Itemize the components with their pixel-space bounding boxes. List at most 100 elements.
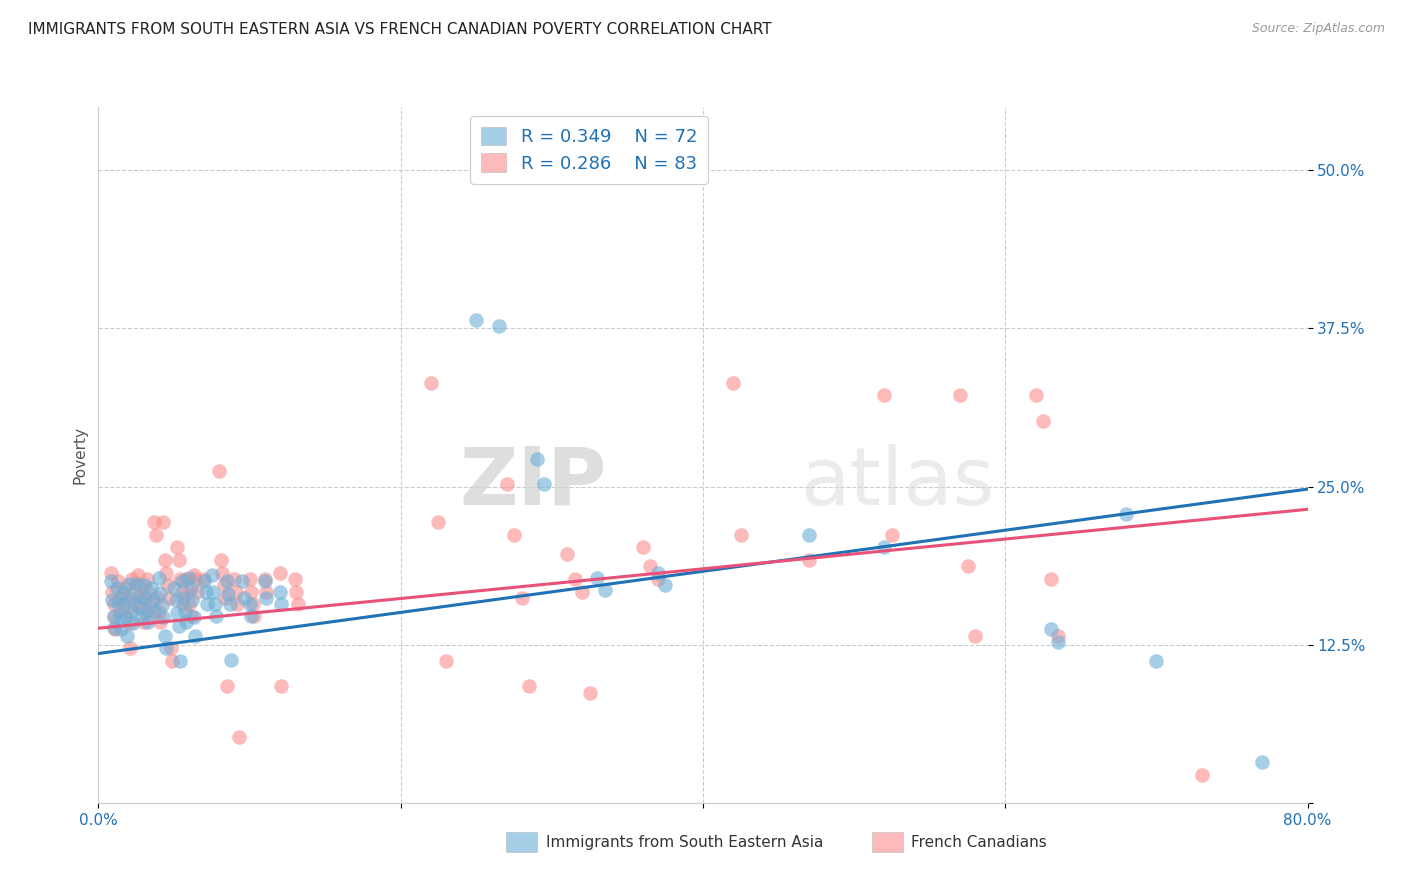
Point xyxy=(205,608,228,623)
Point xyxy=(631,541,654,555)
Point xyxy=(136,615,159,629)
Point xyxy=(153,629,176,643)
Point xyxy=(503,527,526,541)
Point xyxy=(215,574,238,589)
Point xyxy=(254,591,277,605)
Point xyxy=(1191,768,1213,782)
Point xyxy=(141,608,163,623)
Point xyxy=(180,581,202,595)
Point xyxy=(160,641,183,656)
Point xyxy=(201,568,224,582)
Point xyxy=(202,584,225,599)
Point xyxy=(510,591,533,605)
Point xyxy=(169,572,191,586)
Point xyxy=(797,527,820,541)
Point xyxy=(465,312,488,326)
Point xyxy=(214,591,236,605)
Text: atlas: atlas xyxy=(800,443,994,522)
Point xyxy=(226,597,249,611)
Point xyxy=(495,477,517,491)
Point xyxy=(253,572,276,586)
Point xyxy=(169,654,191,668)
Text: French Canadians: French Canadians xyxy=(911,835,1047,849)
Point xyxy=(965,629,987,643)
Point xyxy=(172,591,194,605)
Point xyxy=(555,547,578,561)
Point xyxy=(183,568,205,582)
Point xyxy=(193,574,215,589)
Point xyxy=(152,515,174,529)
Point xyxy=(120,591,142,605)
Text: ZIP: ZIP xyxy=(458,443,606,522)
Point xyxy=(240,608,263,623)
Point xyxy=(101,593,124,607)
Point xyxy=(195,597,218,611)
Point xyxy=(209,553,232,567)
Point xyxy=(225,584,247,599)
Point xyxy=(108,591,131,605)
Point xyxy=(148,571,170,585)
Text: Source: ZipAtlas.com: Source: ZipAtlas.com xyxy=(1251,22,1385,36)
Point xyxy=(219,597,242,611)
Point xyxy=(122,584,145,599)
Point xyxy=(134,591,156,605)
Point xyxy=(129,610,152,624)
Point xyxy=(873,388,896,402)
Text: Immigrants from South Eastern Asia: Immigrants from South Eastern Asia xyxy=(546,835,823,849)
Point xyxy=(172,597,194,611)
Point xyxy=(115,629,138,643)
Point xyxy=(107,596,129,610)
Point xyxy=(166,541,188,555)
Point xyxy=(593,583,616,598)
Point xyxy=(564,572,586,586)
Point xyxy=(231,574,253,589)
Point xyxy=(239,597,262,611)
Point xyxy=(949,388,972,402)
Point xyxy=(270,680,292,694)
Point xyxy=(654,578,676,592)
Point xyxy=(956,559,979,574)
Point xyxy=(100,566,122,580)
Point xyxy=(1047,629,1070,643)
Point xyxy=(162,654,184,668)
Point xyxy=(638,559,661,574)
Point xyxy=(488,318,510,333)
Point xyxy=(141,581,163,595)
Point xyxy=(647,566,669,580)
Point xyxy=(270,597,292,611)
Point xyxy=(101,584,124,599)
Point xyxy=(797,553,820,567)
Point xyxy=(177,597,201,611)
Point xyxy=(1032,414,1054,428)
Point xyxy=(269,566,291,580)
Point xyxy=(105,581,128,595)
Point xyxy=(110,623,132,637)
Point xyxy=(647,572,669,586)
Point xyxy=(135,572,157,586)
Point xyxy=(211,566,233,580)
Point xyxy=(721,376,744,390)
Point xyxy=(1039,623,1062,637)
Point xyxy=(193,572,215,586)
Point xyxy=(127,590,149,604)
Point xyxy=(1024,388,1046,402)
Point xyxy=(224,572,246,586)
Point xyxy=(526,451,548,466)
Point xyxy=(232,591,254,605)
Point xyxy=(533,477,555,491)
Point xyxy=(142,593,165,607)
Point xyxy=(132,578,155,592)
Point xyxy=(114,610,136,624)
Point xyxy=(873,541,896,555)
Point xyxy=(124,597,146,611)
Point xyxy=(128,599,150,614)
Point xyxy=(127,568,149,582)
Point xyxy=(284,572,307,586)
Point xyxy=(156,578,179,592)
Point xyxy=(571,584,593,599)
Point xyxy=(427,515,450,529)
Point xyxy=(578,686,600,700)
Point xyxy=(1144,654,1167,668)
Point xyxy=(131,602,153,616)
Point xyxy=(1251,756,1274,770)
